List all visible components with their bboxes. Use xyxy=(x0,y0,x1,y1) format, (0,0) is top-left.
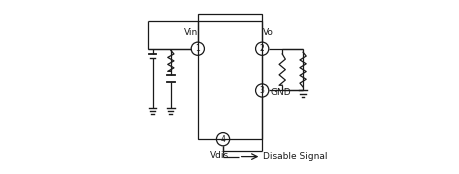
Text: Vin: Vin xyxy=(183,27,197,37)
Text: 4: 4 xyxy=(220,135,225,144)
Text: 3: 3 xyxy=(259,86,264,95)
Text: Disable Signal: Disable Signal xyxy=(263,152,327,161)
Text: Vo: Vo xyxy=(262,27,273,37)
Text: 1: 1 xyxy=(195,44,200,53)
Text: GND: GND xyxy=(270,88,291,97)
Text: 2: 2 xyxy=(259,44,264,53)
Text: Vdis: Vdis xyxy=(210,151,229,160)
